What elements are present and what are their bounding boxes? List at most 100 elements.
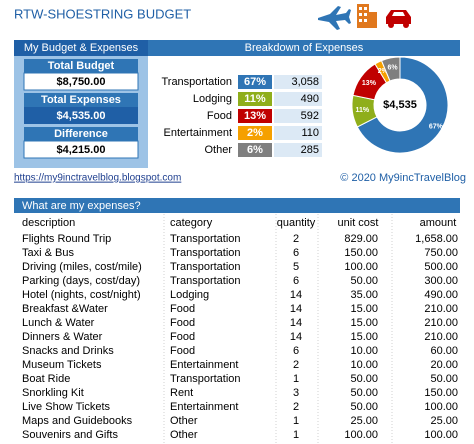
table-cell: 14 [290,289,302,301]
table-cell: Hotel (nights, cost/night) [22,289,141,301]
header-bar [14,40,148,56]
header-bar [148,40,460,56]
pct-box [238,92,272,106]
donut-segment [356,56,449,154]
plane-icon [318,6,351,30]
table-cell: Other [170,415,198,427]
table-cell: 15.00 [350,331,378,343]
car-icon [386,10,411,24]
table-cell: 35.00 [350,289,378,301]
table-cell: Flights Round Trip [22,233,111,245]
donut-label: 13% [362,80,377,87]
table-cell: Dinners & Water [22,331,103,343]
label: Total Budget [48,60,115,72]
amount-box [274,75,322,89]
table-cell: 1 [293,415,299,427]
pct-label: 13% [244,110,266,122]
table-cell: Boat Ride [22,373,70,385]
table-cell: 6 [293,345,299,357]
table-cell: Maps and Guidebooks [22,415,133,427]
category-label: Lodging [193,93,232,105]
category-label: Food [207,110,232,122]
amount-label: 3,058 [291,76,319,88]
building-icon [369,12,377,28]
category-label: Entertainment [164,127,232,139]
pct-box [238,143,272,157]
table-cell: 300.00 [424,275,458,287]
donut-label: 6% [387,65,398,72]
table-cell: 210.00 [424,317,458,329]
donut-segment [380,56,401,82]
table-cell: Food [170,331,195,343]
table-cell: Souvenirs and Gifts [22,429,118,441]
link[interactable]: https://my9inctravelblog.blogspot.com [14,173,181,184]
table-cell: 25.00 [350,415,378,427]
pct-label: 2% [247,127,263,139]
table-cell: 14 [290,317,302,329]
table-cell: 14 [290,303,302,315]
table-cell: Transportation [170,233,241,245]
table-cell: Food [170,345,195,357]
table-cell: 2 [293,233,299,245]
icons [318,4,411,30]
table-cell: Snacks and Drinks [22,345,114,357]
table-cell: 750.00 [424,247,458,259]
table-cell: Lodging [170,289,209,301]
table-cell: 1 [293,429,299,441]
amount-label: 592 [301,110,319,122]
amount-box [274,143,322,157]
table-cell: 50.00 [350,373,378,385]
table-cell: 100.00 [424,429,458,441]
table-cell: Transportation [170,261,241,273]
table-cell: Breakfast &Water [22,303,108,315]
column-separators [163,214,393,444]
table-cell: Food [170,303,195,315]
table-heading: What are my expenses? [22,200,141,212]
category-label: Transportation [161,76,232,88]
table-cell: 6 [293,247,299,259]
table-cell: 210.00 [424,331,458,343]
table-cell: 15.00 [350,317,378,329]
table-cell: Live Show Tickets [22,401,111,413]
label: Total Expenses [41,94,121,106]
column-header: amount [420,217,457,229]
table-cell: 50.00 [430,373,458,385]
pct-box [238,126,272,140]
value: $4,215.00 [57,144,106,156]
table-cell: Snorkling Kit [22,387,84,399]
title: RTW-SHOESTRING BUDGET [14,6,191,21]
amount-box [274,126,322,140]
amount-label: 110 [301,127,319,139]
pct-box [238,109,272,123]
table-cell: Taxi & Bus [22,247,74,259]
table-cell: Entertainment [170,359,238,371]
table-cell: Other [170,429,198,441]
amount-label: 285 [301,144,319,156]
column-header: unit cost [338,217,379,229]
table-cell: Food [170,317,195,329]
table-cell: 210.00 [424,303,458,315]
table-cell: 6 [293,275,299,287]
pct-label: 6% [247,144,263,156]
column-header: description [22,217,75,229]
copyright: © 2020 My9incTravelBlog [340,172,466,184]
table-cell: Lunch & Water [22,317,95,329]
table-cell: 150.00 [344,247,378,259]
donut-center: $4,535 [383,99,417,111]
table-cell: Transportation [170,275,241,287]
table-cell: Transportation [170,247,241,259]
donut-label: 2% [378,68,389,75]
amount-box [274,109,322,123]
pct-box [238,75,272,89]
table-cell: Rent [170,387,193,399]
value: $8,750.00 [57,76,106,88]
table-cell: 829.00 [344,233,378,245]
table-cell: 2 [293,359,299,371]
table-cell: 500.00 [424,261,458,273]
table-cell: 10.00 [350,359,378,371]
pct-label: 11% [244,93,266,105]
column-header: quantity [277,217,316,229]
section-heading: My Budget & Expenses [24,42,139,54]
table-cell: 20.00 [430,359,458,371]
